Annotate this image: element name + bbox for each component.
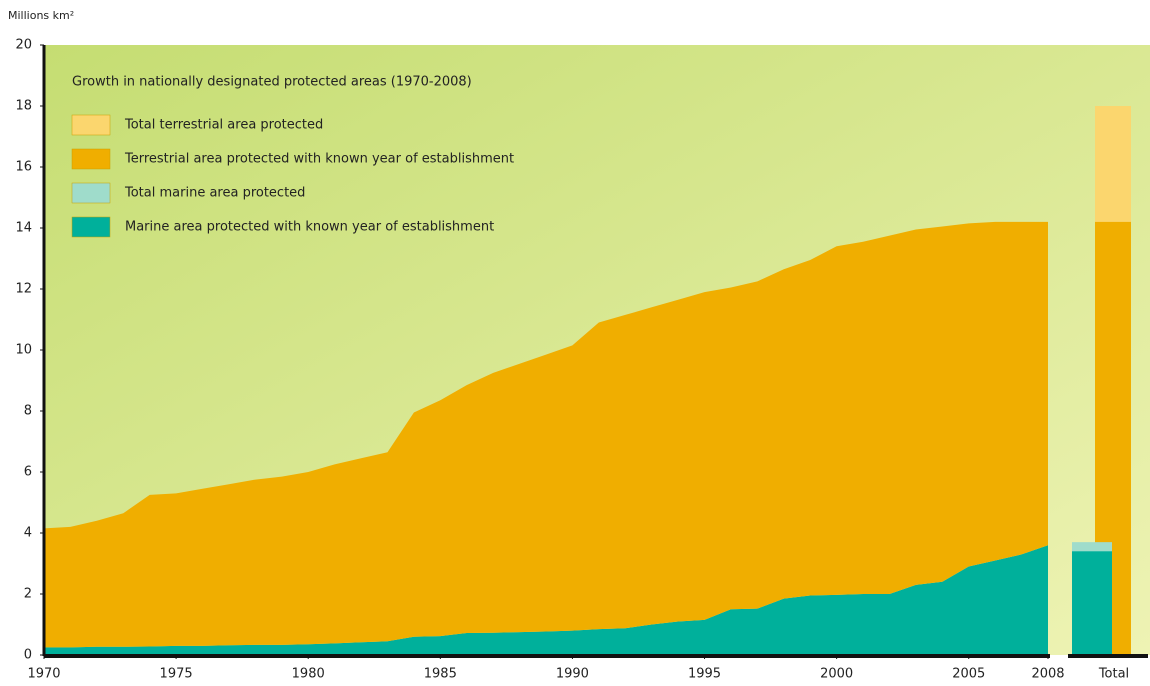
y-tick-label: 10 [15, 343, 32, 358]
y-tick-label: 6 [24, 465, 32, 480]
legend-label: Marine area protected with known year of… [125, 220, 494, 235]
y-tick-label: 2 [24, 587, 32, 602]
x-tick-label: 2008 [1031, 667, 1064, 682]
total-label: Total [1098, 667, 1129, 682]
legend-swatch [71, 216, 111, 238]
x-tick-label: 1975 [160, 667, 193, 682]
total-bar [1072, 551, 1112, 655]
legend-title: Growth in nationally designated protecte… [72, 75, 472, 90]
area [44, 221, 1048, 648]
x-tick-label: 1990 [556, 667, 589, 682]
legend-label: Total terrestrial area protected [124, 118, 323, 133]
y-tick-label: 16 [15, 160, 32, 175]
x-tick-label: 2005 [952, 667, 985, 682]
y-tick-label: 20 [15, 38, 32, 53]
y-axis-label: Millions km² [8, 9, 74, 22]
x-tick-label: 1980 [292, 667, 325, 682]
legend-label: Terrestrial area protected with known ye… [124, 152, 514, 167]
y-tick-label: 8 [24, 404, 32, 419]
x-tick-label: 1995 [688, 667, 721, 682]
marks [44, 106, 1131, 655]
y-tick-label: 12 [15, 282, 32, 297]
legend-swatch [71, 148, 111, 170]
x-tick-label: 1985 [424, 667, 457, 682]
y-tick-label: 0 [24, 648, 32, 663]
y-tick-label: 4 [24, 526, 32, 541]
x-tick-label: 2000 [820, 667, 853, 682]
area [44, 545, 1048, 655]
legend-swatch [71, 182, 111, 204]
x-tick-label: 1970 [27, 667, 60, 682]
legend-label: Total marine area protected [124, 186, 305, 201]
y-tick-label: 14 [15, 221, 32, 236]
y-tick-label: 18 [15, 99, 32, 114]
legend-swatch [71, 114, 111, 136]
